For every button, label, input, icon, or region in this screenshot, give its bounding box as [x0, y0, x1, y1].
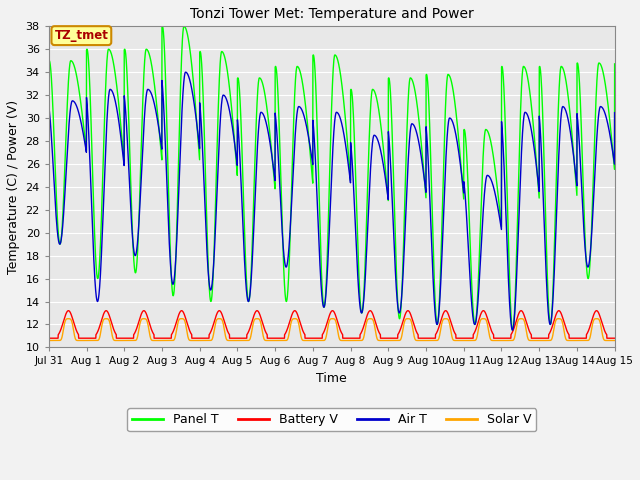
- X-axis label: Time: Time: [316, 372, 347, 385]
- Panel T: [491, 164, 499, 169]
- Y-axis label: Temperature (C) / Power (V): Temperature (C) / Power (V): [7, 100, 20, 274]
- Air T: [182, 69, 189, 75]
- Panel T: [45, 59, 52, 64]
- Air T: [611, 158, 618, 164]
- Panel T: [428, 178, 435, 184]
- Title: Tonzi Tower Met: Temperature and Power: Tonzi Tower Met: Temperature and Power: [190, 7, 474, 21]
- Battery V: [311, 336, 319, 341]
- Panel T: [147, 56, 154, 62]
- Solar V: [611, 337, 618, 343]
- Air T: [147, 89, 154, 95]
- Battery V: [611, 336, 618, 341]
- Air T: [611, 110, 618, 116]
- Solar V: [45, 337, 52, 343]
- Solar V: [311, 337, 319, 343]
- Line: Panel T: Panel T: [49, 26, 614, 330]
- Panel T: [311, 63, 319, 69]
- Line: Air T: Air T: [49, 72, 614, 330]
- Solar V: [593, 316, 600, 322]
- Air T: [428, 234, 435, 240]
- Battery V: [491, 336, 499, 341]
- Line: Battery V: Battery V: [49, 311, 614, 338]
- Panel T: [611, 61, 618, 67]
- Air T: [45, 103, 52, 109]
- Battery V: [428, 336, 435, 341]
- Text: TZ_tmet: TZ_tmet: [54, 29, 108, 42]
- Solar V: [491, 337, 499, 343]
- Air T: [311, 144, 319, 149]
- Battery V: [147, 324, 154, 329]
- Panel T: [180, 24, 188, 29]
- Air T: [509, 327, 516, 333]
- Panel T: [611, 162, 618, 168]
- Legend: Panel T, Battery V, Air T, Solar V: Panel T, Battery V, Air T, Solar V: [127, 408, 536, 431]
- Line: Solar V: Solar V: [49, 319, 614, 340]
- Solar V: [459, 337, 467, 343]
- Panel T: [459, 183, 467, 189]
- Battery V: [459, 336, 467, 341]
- Panel T: [509, 327, 516, 333]
- Solar V: [147, 335, 154, 340]
- Battery V: [45, 336, 52, 341]
- Solar V: [428, 337, 435, 343]
- Solar V: [610, 337, 618, 343]
- Air T: [459, 180, 467, 186]
- Battery V: [593, 308, 600, 313]
- Battery V: [610, 336, 618, 341]
- Air T: [491, 189, 499, 195]
